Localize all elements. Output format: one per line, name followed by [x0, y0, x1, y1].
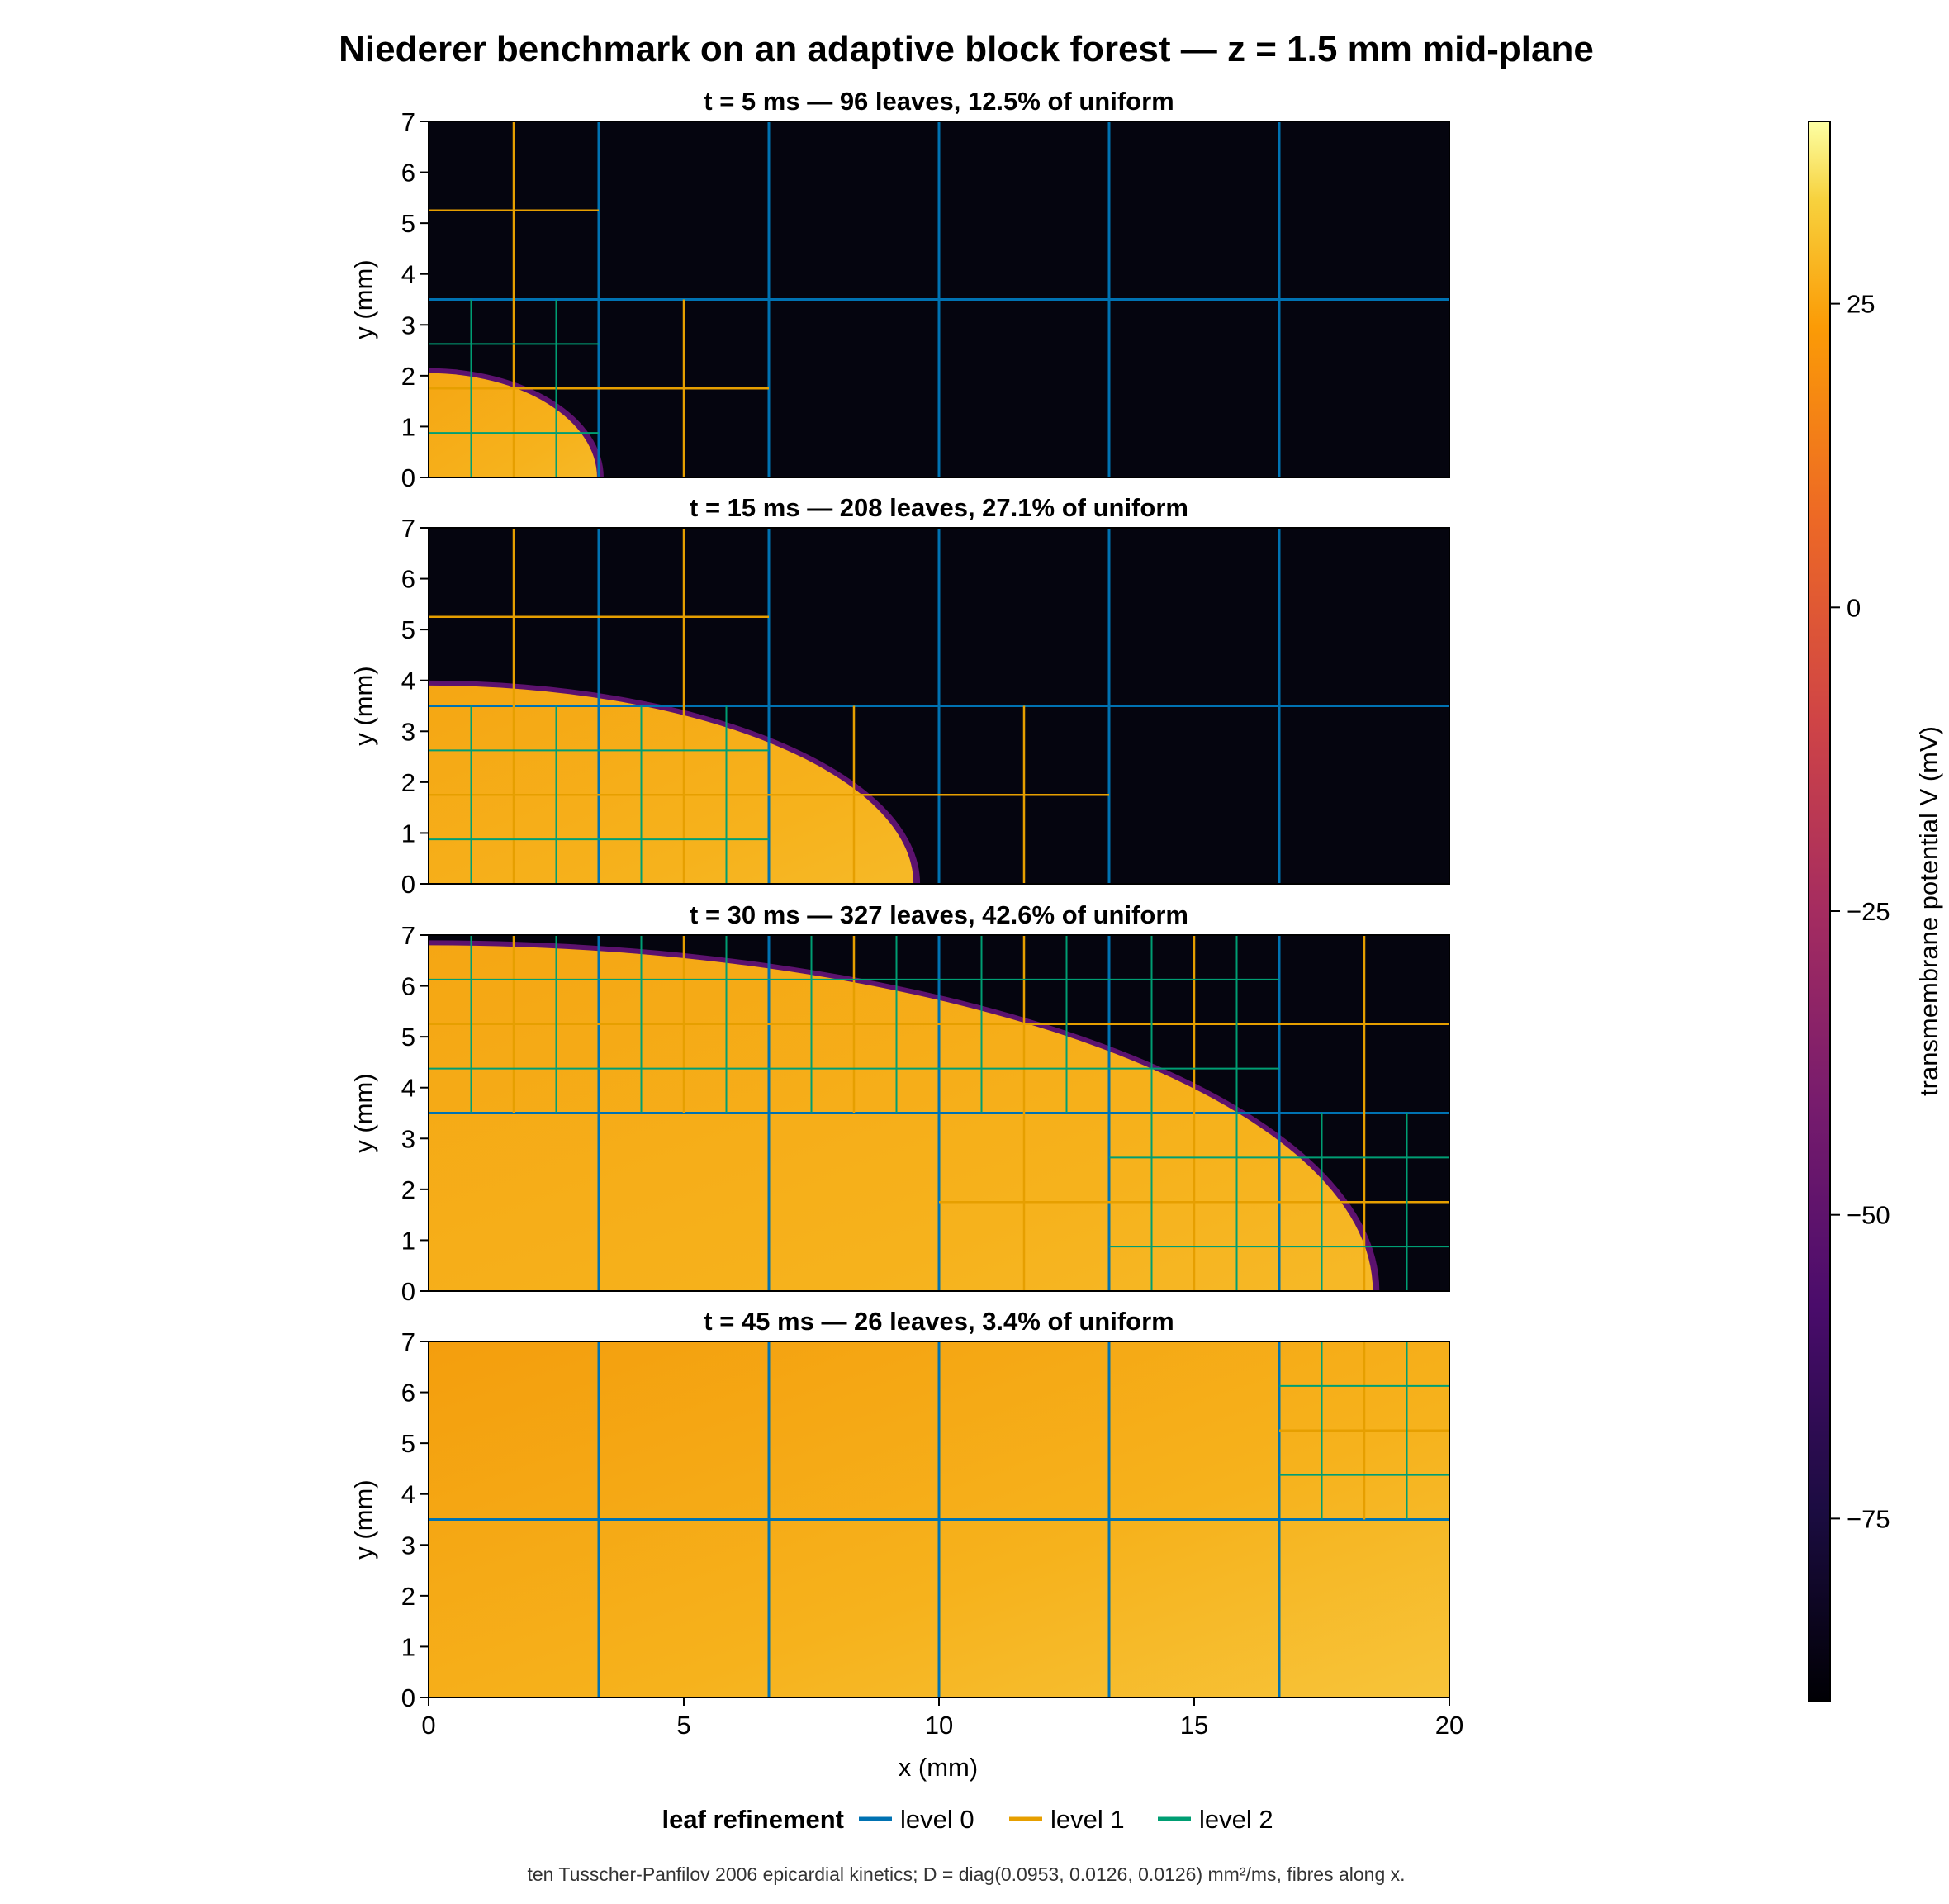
y-tick-label: 7 [401, 1327, 415, 1356]
y-tick-label: 4 [401, 1074, 415, 1103]
y-tick-label: 7 [401, 107, 415, 136]
colorbar-tick-label: 25 [1847, 290, 1875, 319]
y-tick-label: 0 [401, 463, 415, 492]
y-tick-label: 0 [401, 1683, 415, 1712]
leaf-grid [429, 121, 1449, 477]
y-tick-label: 6 [401, 1379, 415, 1408]
y-axis-label: y (mm) [349, 1479, 378, 1559]
x-tick-label: 20 [1435, 1711, 1463, 1740]
y-tick-label: 1 [401, 819, 415, 848]
panel-frame [428, 527, 1450, 885]
y-tick-label: 4 [401, 260, 415, 289]
panel-5ms: t = 5 ms — 96 leaves, 12.5% of uniform 0 1… [349, 87, 1450, 492]
y-tick-label: 1 [401, 412, 415, 441]
y-tick-label: 4 [401, 1480, 415, 1509]
y-tick-label: 3 [401, 1531, 415, 1560]
y-tick-label: 2 [401, 768, 415, 797]
y-tick-label: 3 [401, 311, 415, 339]
legend-label-level-1: level 1 [1050, 1805, 1125, 1834]
colorbar-tick-label: −75 [1847, 1504, 1890, 1533]
x-tick-label: 15 [1180, 1711, 1208, 1740]
leaf-grid [429, 528, 1449, 884]
x-tick-label: 0 [421, 1711, 435, 1740]
x-axis-label: x (mm) [899, 1753, 978, 1782]
panel-frame [428, 934, 1450, 1292]
legend-title: leaf refinement [662, 1805, 844, 1834]
y-tick-label: 0 [401, 870, 415, 899]
legend-label-level-0: level 0 [900, 1805, 974, 1834]
panels: t = 5 ms — 96 leaves, 12.5% of uniform 0 1… [349, 87, 1463, 1740]
legend: leaf refinement level 0 level 1 level 2 [662, 1805, 1273, 1834]
colorbar-ticks: 25 0 −25 −50 −75 [1830, 290, 1890, 1533]
y-axis-label: y (mm) [349, 1073, 378, 1152]
colorbar-tick-label: 0 [1847, 593, 1861, 622]
y-tick-label: 3 [401, 717, 415, 746]
panel-45ms: t = 45 ms — 26 leaves, 3.4% of uniform 0 1… [349, 1307, 1463, 1740]
panel-title: t = 15 ms — 208 leaves, 27.1% of uniform [690, 493, 1188, 522]
colorbar: 25 0 −25 −50 −75 transmembrane potential V (… [1808, 121, 1943, 1702]
y-axis-label: y (mm) [349, 666, 378, 745]
x-tick-label: 5 [676, 1711, 690, 1740]
y-tick-label: 5 [401, 209, 415, 238]
y-tick-label: 1 [401, 1632, 415, 1661]
y-tick-label: 6 [401, 565, 415, 594]
panel-title: t = 5 ms — 96 leaves, 12.5% of uniform [704, 87, 1174, 116]
excited-region [429, 945, 1373, 1291]
y-tick-label: 6 [401, 159, 415, 188]
panel-title: t = 30 ms — 327 leaves, 42.6% of uniform [690, 900, 1188, 929]
caption: ten Tusscher-Panfilov 2006 epicardial ki… [527, 1864, 1405, 1885]
y-tick-label: 5 [401, 615, 415, 644]
colorbar-tick-label: −50 [1847, 1201, 1890, 1230]
colorbar-gradient [1808, 121, 1831, 1702]
figure-title: Niederer benchmark on an adaptive block … [339, 29, 1594, 69]
panel-15ms: t = 15 ms — 208 leaves, 27.1% of uniform… [349, 493, 1450, 899]
y-tick-label: 1 [401, 1226, 415, 1255]
excited-region [429, 685, 913, 884]
y-tick-label: 5 [401, 1023, 415, 1052]
y-tick-label: 2 [401, 1175, 415, 1204]
y-tick-label: 0 [401, 1277, 415, 1306]
leaf-grid [429, 1341, 1449, 1697]
panel-30ms: t = 30 ms — 327 leaves, 42.6% of uniform… [349, 900, 1450, 1306]
y-axis-label: y (mm) [349, 259, 378, 339]
colorbar-tick-label: −25 [1847, 897, 1890, 926]
y-tick-label: 6 [401, 972, 415, 1001]
y-tick-label: 2 [401, 1582, 415, 1611]
y-tick-label: 3 [401, 1124, 415, 1153]
y-tick-label: 2 [401, 362, 415, 391]
y-tick-label: 5 [401, 1429, 415, 1458]
y-tick-label: 7 [401, 514, 415, 543]
y-tick-label: 7 [401, 921, 415, 950]
legend-label-level-2: level 2 [1199, 1805, 1273, 1834]
panel-title: t = 45 ms — 26 leaves, 3.4% of uniform [704, 1307, 1174, 1336]
panel-frame [428, 121, 1450, 478]
x-tick-label: 10 [925, 1711, 953, 1740]
colorbar-label: transmembrane potential V (mV) [1914, 726, 1943, 1096]
y-tick-label: 4 [401, 667, 415, 696]
leaf-grid [429, 935, 1449, 1291]
